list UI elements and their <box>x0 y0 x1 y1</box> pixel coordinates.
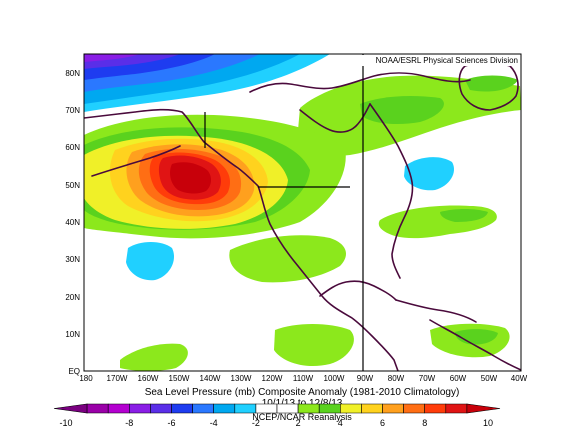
lon-label-120w: 120W <box>262 374 283 383</box>
lat-label-20n: 20N <box>65 293 80 302</box>
arctic-islands <box>249 72 471 93</box>
colorbar-ticks: -10 -8 -6 -4 -2 2 4 6 8 10 <box>59 418 493 428</box>
lat-labels: EQ 10N 20N 30N 40N 50N 60N 70N 80N <box>65 69 80 376</box>
lon-label-160w: 160W <box>138 374 159 383</box>
lat-label-eq: EQ <box>68 367 80 376</box>
lat-label-50n: 50N <box>65 181 80 190</box>
caribbean <box>395 299 477 323</box>
greenland-green <box>465 75 518 92</box>
aleutians <box>91 145 181 177</box>
colorbar-swatch <box>86 403 109 414</box>
colorbar-swatch <box>403 403 426 414</box>
colorbar-tick-label: -10 <box>59 418 72 428</box>
lon-label-60w: 60W <box>450 374 467 383</box>
east-coast <box>369 103 414 279</box>
colorbar-tick-label: -8 <box>125 418 133 428</box>
colorbar-tick-label: -6 <box>167 418 175 428</box>
credit-box <box>347 55 520 66</box>
lat-label-70n: 70N <box>65 106 80 115</box>
lat-label-10n: 10N <box>65 330 80 339</box>
lon-label-40w: 40W <box>511 374 528 383</box>
anomaly-shading <box>84 54 521 371</box>
colorbar-tick-label: 2 <box>296 418 301 428</box>
map-source: NCEP/NCAR Reanalysis <box>252 412 352 422</box>
arctic-low-6 <box>84 54 140 62</box>
lat-label-40n: 40N <box>65 218 80 227</box>
colorbar-swatch <box>53 403 88 414</box>
lon-label-130w: 130W <box>231 374 252 383</box>
pacific-high-l9 <box>170 162 212 194</box>
lon-label-110w: 110W <box>293 374 314 383</box>
lon-label-180: 180 <box>79 374 93 383</box>
border-lines <box>204 54 364 371</box>
map-date-range: 10/1/13 to 12/8/13 <box>262 398 343 409</box>
gulf-coast <box>319 280 397 301</box>
hudson-bay <box>299 103 371 133</box>
colorbar-swatch <box>466 403 501 414</box>
lon-labels: 180 170W 160W 150W 140W 130W 120W 110W 1… <box>79 374 527 383</box>
colorbar-swatch <box>361 403 383 414</box>
lon-label-50w: 50W <box>481 374 498 383</box>
coastlines <box>84 62 521 371</box>
colorbar-tick-label: -4 <box>210 418 218 428</box>
lat-label-60n: 60N <box>65 143 80 152</box>
lon-label-80w: 80W <box>388 374 405 383</box>
colorbar-tick-label: 8 <box>422 418 427 428</box>
colorbar-swatch <box>424 403 447 414</box>
lon-label-170w: 170W <box>107 374 128 383</box>
colorbar-swatch <box>192 403 214 414</box>
lon-label-140w: 140W <box>200 374 221 383</box>
tropical-high-west <box>120 343 188 371</box>
colorbar-tick-label: 4 <box>338 418 343 428</box>
colorbar-tick-label: -2 <box>252 418 260 428</box>
lon-label-90w: 90W <box>357 374 374 383</box>
colorbar-swatch <box>129 403 151 414</box>
colorbar-tick-label: 6 <box>380 418 385 428</box>
colorbar-swatch <box>171 403 193 414</box>
colorbar-swatch <box>107 403 130 414</box>
alaska-coast <box>84 108 399 371</box>
subtropical-low <box>126 242 175 281</box>
gulf-high <box>229 235 346 283</box>
colorbar-swatch <box>382 403 404 414</box>
atlantic-low <box>404 157 455 191</box>
south-america <box>429 319 521 371</box>
canada-high-green-2 <box>360 96 444 124</box>
credit-text: NOAA/ESRL Physical Sciences Division <box>376 56 518 65</box>
colorbar-tick-label: 10 <box>483 418 493 428</box>
atlantic-high-2 <box>440 209 488 222</box>
lon-label-100w: 100W <box>324 374 345 383</box>
tropical-high-central <box>274 324 354 367</box>
lon-label-150w: 150W <box>169 374 190 383</box>
map-frame <box>83 53 522 372</box>
lon-label-70w: 70W <box>419 374 436 383</box>
colorbar-swatch <box>445 403 468 414</box>
colorbar-swatch <box>150 403 172 414</box>
lat-label-30n: 30N <box>65 255 80 264</box>
lat-label-80n: 80N <box>65 69 80 78</box>
map-title: Sea Level Pressure (mb) Composite Anomal… <box>145 387 460 398</box>
colorbar <box>53 403 501 414</box>
colorbar-swatch <box>213 403 236 414</box>
